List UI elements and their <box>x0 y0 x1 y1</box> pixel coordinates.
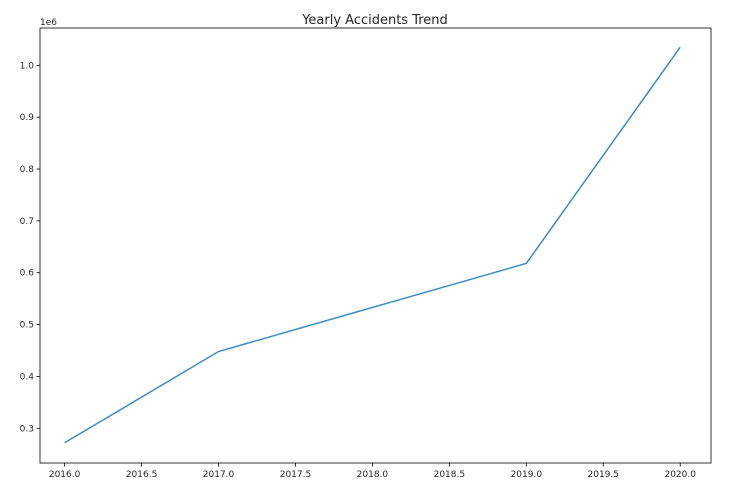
x-tick-label: 2017.0 <box>203 470 235 480</box>
y-axis-offset-label: 1e6 <box>40 18 57 28</box>
series-line <box>64 46 681 444</box>
y-tick-label: 0.5 <box>20 321 34 331</box>
x-axis: 2016.0 2016.5 2017.0 2017.5 2018.0 2018.5 2019… <box>49 463 696 480</box>
y-tick-label: 0.4 <box>20 372 35 382</box>
x-tick-label: 2016.0 <box>49 470 81 480</box>
x-tick-label: 2018.0 <box>357 470 389 480</box>
chart-title: Yearly Accidents Trend <box>301 13 448 28</box>
x-tick-label: 2018.5 <box>434 470 466 480</box>
y-tick-label: 0.7 <box>20 217 34 227</box>
y-axis: 0.3 0.4 0.5 0.6 0.7 0.8 0.9 1.0 <box>20 61 40 434</box>
x-tick-label: 2019.0 <box>511 470 543 480</box>
plot-area <box>39 27 712 464</box>
y-tick-label: 0.8 <box>20 165 35 175</box>
y-tick-label: 1.0 <box>20 61 35 71</box>
x-tick-label: 2016.5 <box>126 470 158 480</box>
x-tick-label: 2019.5 <box>588 470 620 480</box>
x-tick-label: 2020.0 <box>664 470 696 480</box>
x-tick-label: 2017.5 <box>280 470 312 480</box>
y-tick-label: 0.3 <box>20 424 34 434</box>
y-tick-label: 0.9 <box>20 113 35 123</box>
y-tick-label: 0.6 <box>20 269 35 279</box>
series-layer <box>64 46 681 444</box>
